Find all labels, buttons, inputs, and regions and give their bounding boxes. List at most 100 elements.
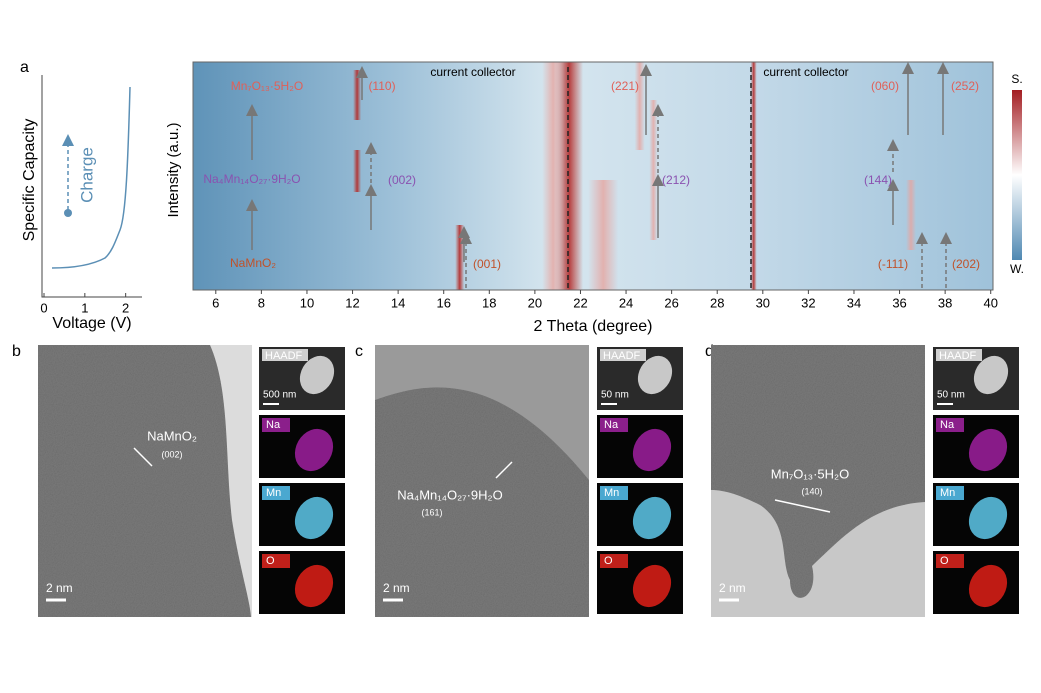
eds-label: Mn: [940, 487, 955, 499]
plane-label: (161): [421, 507, 442, 517]
x-tick-label: 1: [81, 300, 88, 315]
x-tick-label: 24: [619, 295, 633, 310]
peak-label: (202): [952, 257, 980, 271]
collector-label: current collector: [430, 65, 515, 79]
eds-tag: [262, 486, 290, 500]
heatmap-band: [905, 180, 916, 250]
heatmap-frame: [192, 61, 994, 291]
phase-label: NaMnO₂: [230, 256, 276, 270]
x-tick-label: 12: [345, 295, 359, 310]
tem-specimen: [711, 345, 925, 598]
y-axis-label: Intensity (a.u.): [165, 122, 182, 217]
voltage-curve: [51, 86, 131, 269]
haadf-label: HAADF: [939, 350, 977, 362]
x-axis-label: 2 Theta (degree): [534, 318, 653, 335]
x-tick-label: 28: [710, 295, 724, 310]
colorbar-bottom: W.: [1010, 262, 1024, 276]
eds-label: O: [266, 555, 275, 567]
scale-label: 2 nm: [719, 581, 746, 595]
phase-label: NaMnO₂: [147, 428, 197, 443]
eds-tag: [936, 486, 964, 500]
x-tick-label: 14: [391, 295, 405, 310]
eds-particle: [968, 496, 1008, 540]
peak-label: (001): [473, 257, 501, 271]
peak-label: (-111): [878, 257, 908, 271]
charge-dot: [64, 209, 72, 217]
tem-specimen: [375, 387, 589, 617]
x-tick-label: 16: [436, 295, 450, 310]
panel-label: d: [705, 343, 714, 360]
eds-label: O: [940, 555, 949, 567]
heatmap-band: [353, 150, 362, 192]
heatmap-band: [542, 62, 565, 290]
haadf-scale-label: 500 nm: [263, 390, 296, 401]
phase-label: Mn₇O₁₃·5H₂O: [231, 79, 303, 93]
phase-label: Na₄Mn₁₄O₂₇·9H₂O: [203, 172, 300, 186]
eds-particle: [968, 428, 1008, 472]
haadf-label: HAADF: [603, 350, 641, 362]
eds-particle: [294, 496, 334, 540]
x-tick-label: 20: [528, 295, 542, 310]
haadf-scale-label: 50 nm: [937, 390, 965, 401]
scale-label: 2 nm: [383, 581, 410, 595]
colorbar: [1012, 90, 1022, 260]
x-tick-label: 34: [847, 295, 861, 310]
x-tick-label: 8: [258, 295, 265, 310]
x-tick-label: 6: [212, 295, 219, 310]
panel-label: c: [355, 343, 363, 360]
eds-particle: [632, 496, 672, 540]
x-tick-label: 26: [664, 295, 678, 310]
eds-tag: [600, 554, 628, 568]
lattice-marker: [774, 499, 831, 513]
haadf-particle: [973, 355, 1009, 395]
eds-particle: [294, 564, 334, 608]
heatmap-band: [455, 225, 465, 290]
scale-label: 2 nm: [46, 581, 73, 595]
heatmap-band: [750, 62, 757, 290]
eds-label: Mn: [604, 487, 619, 499]
peak-label: (252): [951, 79, 979, 93]
x-tick-label: 10: [300, 295, 314, 310]
haadf-particle: [637, 355, 673, 395]
panel-label: a: [20, 59, 29, 76]
x-tick-label: 0: [40, 300, 47, 315]
heatmap-band: [588, 180, 619, 290]
x-tick-label: 38: [938, 295, 952, 310]
eds-tag: [262, 554, 290, 568]
eds-label: Mn: [266, 487, 281, 499]
x-tick-label: 40: [983, 295, 997, 310]
eds-particle: [632, 564, 672, 608]
peak-label: (060): [871, 79, 899, 93]
axes-frame: [41, 75, 142, 298]
eds-particle: [968, 564, 1008, 608]
x-tick-label: 36: [892, 295, 906, 310]
peak-label: (221): [611, 79, 639, 93]
eds-label: Na: [940, 419, 955, 431]
panel-label: b: [12, 343, 21, 360]
eds-tag: [936, 418, 964, 432]
heatmap-band: [649, 100, 658, 240]
eds-label: Na: [266, 419, 281, 431]
eds-particle: [294, 428, 334, 472]
haadf-tag: [600, 349, 646, 361]
haadf-label: HAADF: [265, 350, 303, 362]
eds-particle: [632, 428, 672, 472]
phase-label: Mn₇O₁₃·5H₂O: [771, 466, 849, 481]
x-tick-label: 32: [801, 295, 815, 310]
peak-label: (144): [864, 173, 892, 187]
eds-tag: [600, 486, 628, 500]
x-tick-label: 18: [482, 295, 496, 310]
lattice-marker: [495, 461, 513, 479]
x-tick-label: 2: [122, 300, 129, 315]
haadf-particle: [299, 355, 335, 395]
eds-label: O: [604, 555, 613, 567]
peak-label: (212): [662, 173, 690, 187]
plane-label: (002): [161, 449, 182, 459]
eds-tag: [600, 418, 628, 432]
x-tick-label: 30: [756, 295, 770, 310]
y-axis-label: Specific Capacity: [21, 119, 38, 242]
x-tick-label: 22: [573, 295, 587, 310]
eds-tag: [936, 554, 964, 568]
lattice-marker: [133, 447, 153, 467]
